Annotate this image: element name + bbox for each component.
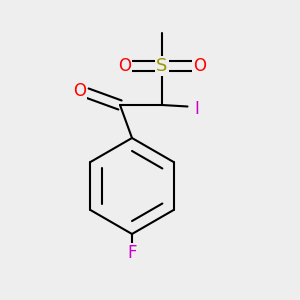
Text: F: F <box>127 244 137 262</box>
Text: O: O <box>193 57 206 75</box>
Text: I: I <box>194 100 199 118</box>
Text: O: O <box>118 57 131 75</box>
Text: O: O <box>73 82 86 100</box>
Text: S: S <box>156 57 168 75</box>
